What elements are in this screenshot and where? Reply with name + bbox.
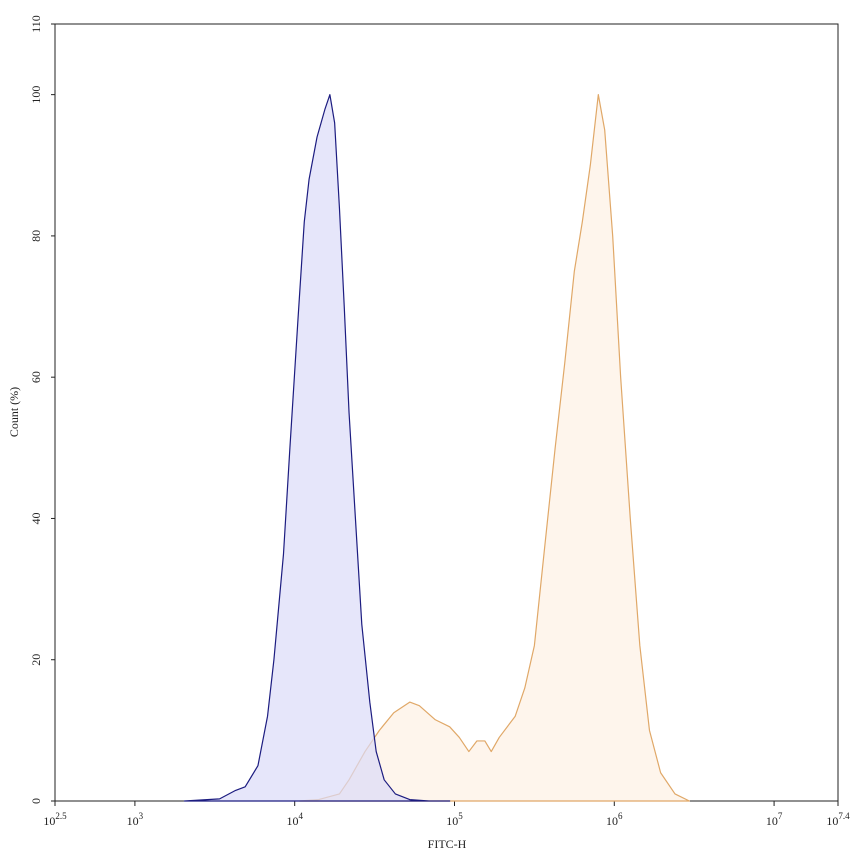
x-tick-base: 10	[606, 814, 618, 828]
x-tick-label: 107	[766, 811, 783, 828]
y-tick-label: 0	[29, 798, 43, 804]
x-tick-label: 104	[286, 811, 303, 828]
plot-frame	[54, 23, 839, 802]
y-tick-label: 40	[29, 512, 43, 524]
histogram-curve	[298, 94, 690, 802]
x-tick-base: 10	[127, 814, 139, 828]
x-tick-label: 107.4	[826, 811, 850, 828]
x-tick-base: 10	[446, 814, 458, 828]
x-tick-power: 2.5	[55, 811, 67, 821]
x-tick-power: 5	[458, 811, 463, 821]
x-tick-power: 7	[778, 811, 783, 821]
histogram-curve	[183, 94, 451, 802]
x-tick-label: 102.5	[43, 811, 67, 828]
y-axis-label: Count (%)	[7, 387, 21, 437]
x-tick-base: 10	[43, 814, 55, 828]
x-tick-power: 7.4	[838, 811, 850, 821]
y-tick-label: 110	[29, 15, 43, 33]
x-axis-label: FITC-H	[428, 837, 467, 851]
y-tick-label: 80	[29, 230, 43, 242]
x-tick-label: 105	[446, 811, 463, 828]
x-tick-label: 103	[127, 811, 144, 828]
x-tick-power: 6	[618, 811, 623, 821]
y-tick-label: 100	[29, 86, 43, 104]
x-tick-label: 106	[606, 811, 623, 828]
x-tick-base: 10	[766, 814, 778, 828]
y-tick-label: 20	[29, 654, 43, 666]
x-tick-power: 4	[298, 811, 303, 821]
y-tick-label: 60	[29, 371, 43, 383]
x-tick-base: 10	[286, 814, 298, 828]
x-tick-base: 10	[826, 814, 838, 828]
x-tick-power: 3	[139, 811, 144, 821]
